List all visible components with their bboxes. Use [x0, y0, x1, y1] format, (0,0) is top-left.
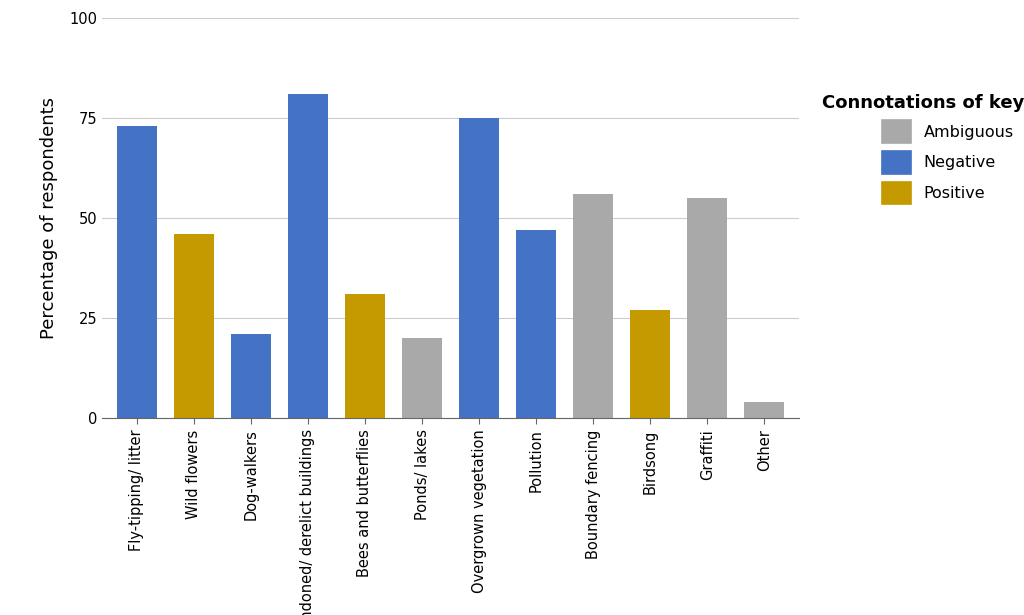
Bar	[345, 294, 385, 418]
Bar	[230, 335, 270, 418]
Bar	[288, 95, 328, 418]
Bar	[744, 402, 784, 418]
Y-axis label: Percentage of respondents: Percentage of respondents	[40, 97, 58, 339]
Bar	[516, 230, 556, 418]
Bar	[117, 127, 157, 418]
Bar	[631, 310, 671, 418]
Legend: Ambiguous, Negative, Positive: Ambiguous, Negative, Positive	[814, 86, 1024, 212]
Bar	[459, 119, 499, 418]
Bar	[402, 338, 442, 418]
Bar	[573, 194, 613, 418]
Bar	[687, 198, 727, 418]
Bar	[174, 234, 214, 418]
